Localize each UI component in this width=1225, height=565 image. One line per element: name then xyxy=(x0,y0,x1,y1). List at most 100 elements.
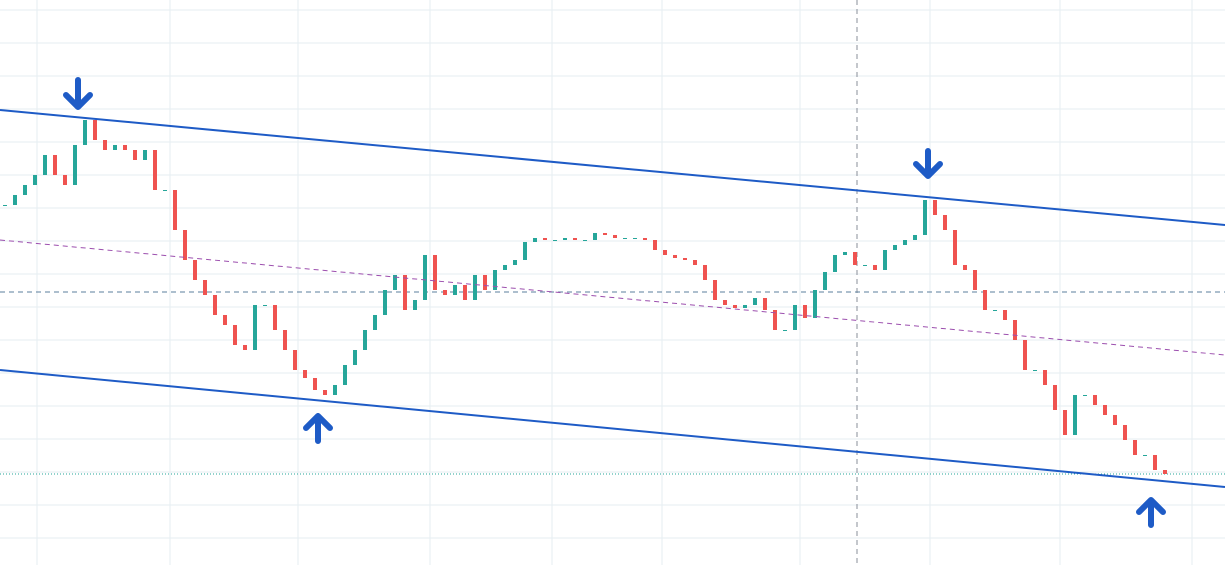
candle xyxy=(173,190,177,230)
candle xyxy=(13,195,17,205)
candle xyxy=(853,252,857,265)
candle xyxy=(753,298,757,305)
candle xyxy=(863,265,867,266)
candle xyxy=(453,285,457,295)
candle xyxy=(953,230,957,265)
candle xyxy=(663,250,667,255)
candle xyxy=(773,310,777,330)
candle xyxy=(233,325,237,345)
candle xyxy=(343,365,347,385)
candle xyxy=(673,255,677,258)
candle xyxy=(263,305,267,306)
candle xyxy=(23,185,27,195)
arrow-down xyxy=(63,77,93,110)
candle xyxy=(703,265,707,280)
candle xyxy=(1163,470,1167,474)
candle xyxy=(763,298,767,310)
candle xyxy=(1113,415,1117,425)
candle xyxy=(113,145,117,150)
candle xyxy=(823,272,827,290)
candle xyxy=(653,240,657,250)
candle xyxy=(913,235,917,240)
channel-lower xyxy=(0,369,1225,488)
candle xyxy=(533,238,537,242)
candle xyxy=(733,305,737,308)
candle xyxy=(353,350,357,365)
candle xyxy=(593,233,597,240)
candle xyxy=(213,295,217,315)
candle xyxy=(3,205,7,206)
candle xyxy=(1093,395,1097,405)
candle xyxy=(933,200,937,215)
candle xyxy=(163,190,167,191)
candle xyxy=(803,305,807,318)
candle xyxy=(1143,455,1147,456)
candle xyxy=(783,330,787,331)
candle xyxy=(273,305,277,330)
candle xyxy=(1153,455,1157,470)
candle xyxy=(413,300,417,310)
candle xyxy=(583,240,587,241)
arrow-up xyxy=(1136,497,1166,528)
candle xyxy=(883,250,887,270)
candle xyxy=(1133,440,1137,455)
candle xyxy=(373,315,377,330)
candle xyxy=(963,265,967,270)
candle xyxy=(293,350,297,370)
candle xyxy=(323,390,327,395)
candle xyxy=(1043,370,1047,385)
candle xyxy=(93,120,97,140)
candle xyxy=(683,258,687,260)
channel-middle xyxy=(0,239,1225,356)
candle xyxy=(423,255,427,300)
candle xyxy=(1003,310,1007,320)
candle xyxy=(573,238,577,240)
candle xyxy=(793,305,797,330)
candle xyxy=(483,275,487,290)
candle xyxy=(103,140,107,150)
candle xyxy=(313,378,317,390)
candle xyxy=(203,280,207,295)
candle xyxy=(443,290,447,295)
channel-upper xyxy=(0,109,1225,226)
candle xyxy=(613,235,617,238)
candle xyxy=(433,255,437,290)
candle xyxy=(1023,340,1027,370)
candle xyxy=(813,290,817,318)
candle xyxy=(1033,370,1037,371)
candle xyxy=(83,120,87,145)
candle xyxy=(503,265,507,270)
candle xyxy=(463,285,467,300)
candle xyxy=(283,330,287,350)
arrow-down xyxy=(913,148,943,179)
candle xyxy=(393,275,397,290)
candle xyxy=(363,330,367,350)
candle xyxy=(143,150,147,160)
candle xyxy=(623,238,627,239)
candle xyxy=(973,270,977,290)
candle xyxy=(1123,425,1127,440)
candle xyxy=(73,145,77,185)
candle xyxy=(253,305,257,350)
candle xyxy=(873,265,877,270)
candle xyxy=(513,260,517,265)
candle xyxy=(383,290,387,315)
candle xyxy=(53,155,57,175)
candle xyxy=(843,252,847,255)
candles xyxy=(3,120,1167,474)
candle xyxy=(403,275,407,310)
candle xyxy=(1013,320,1017,340)
candle xyxy=(643,238,647,240)
candle xyxy=(183,230,187,260)
candle xyxy=(43,155,47,175)
candle xyxy=(903,240,907,245)
candle xyxy=(133,150,137,160)
candle xyxy=(993,310,997,311)
candle xyxy=(153,150,157,190)
candle xyxy=(713,280,717,300)
candle xyxy=(1063,410,1067,435)
candle xyxy=(33,175,37,185)
candle xyxy=(543,238,547,240)
